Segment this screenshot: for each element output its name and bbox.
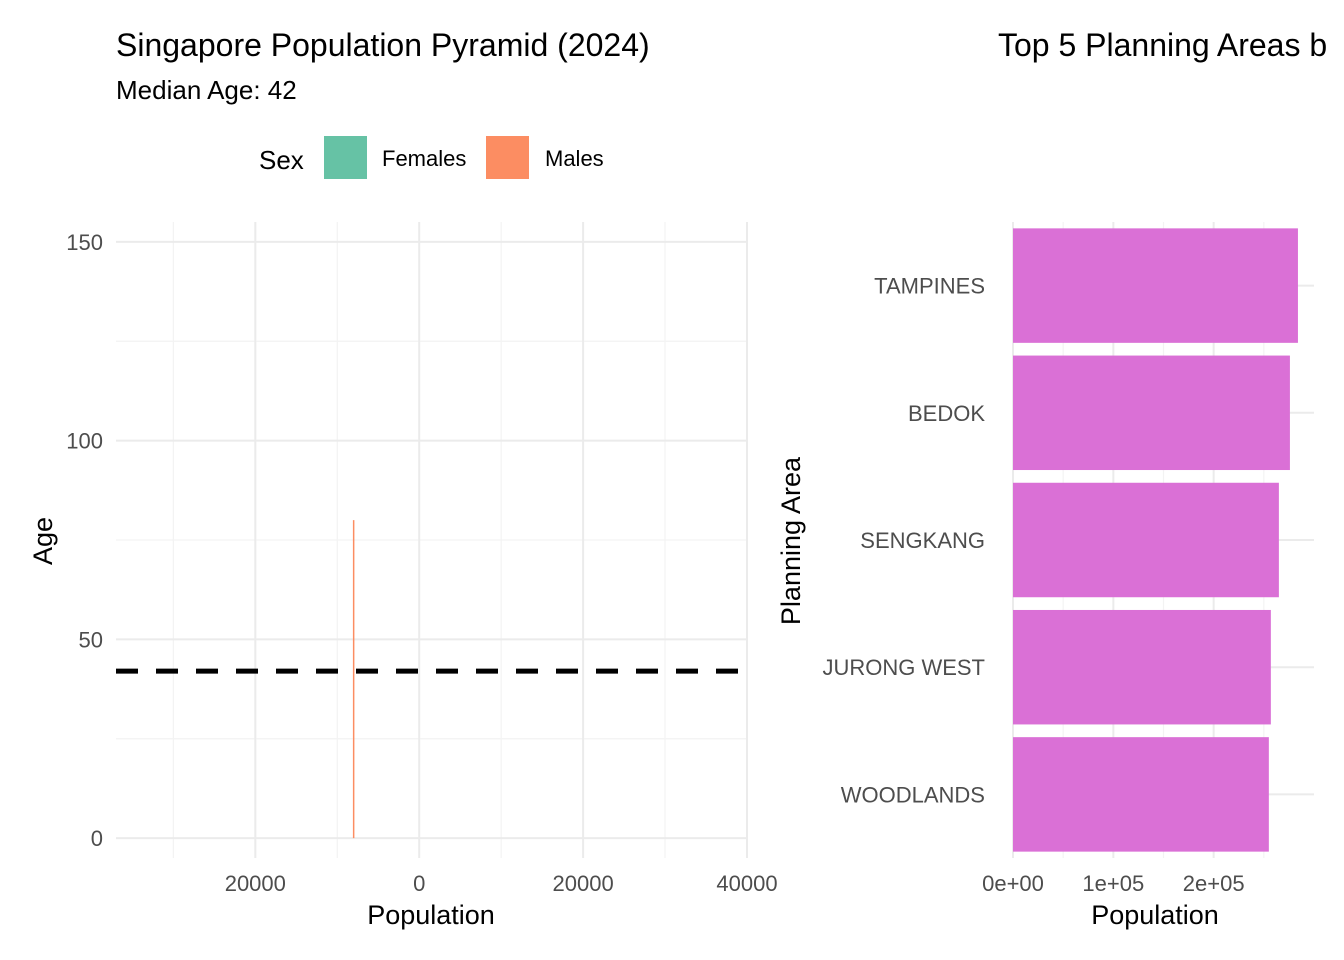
population-pyramid-panel: Singapore Population Pyramid (2024) Medi… — [28, 27, 778, 930]
category-tick-label: JURONG WEST — [822, 655, 985, 680]
pyramid-tick-labels: 20000 0 20000 40000 0 50 100 150 — [66, 230, 777, 896]
legend-title: Sex — [259, 145, 304, 175]
y-tick-label: 0 — [91, 826, 103, 851]
x-tick-label: 0e+00 — [982, 871, 1044, 896]
planning-bars — [1013, 228, 1298, 852]
y-tick-label: 100 — [66, 429, 103, 454]
category-tick-label: WOODLANDS — [841, 782, 985, 807]
planning-area-bar — [1013, 482, 1279, 598]
y-tick-label: 50 — [79, 627, 103, 652]
planning-y-axis-title: Planning Area — [776, 456, 806, 625]
x-tick-label: 20000 — [553, 871, 614, 896]
y-tick-label: 150 — [66, 230, 103, 255]
x-tick-label: 20000 — [225, 871, 286, 896]
category-tick-label: SENGKANG — [860, 528, 985, 553]
planning-title: Top 5 Planning Areas b — [998, 27, 1327, 63]
legend-label-males: Males — [545, 146, 604, 171]
pyramid-x-axis-title: Population — [367, 900, 495, 930]
pyramid-bars — [116, 520, 739, 839]
x-tick-label: 0 — [413, 871, 425, 896]
planning-tick-labels: TAMPINES BEDOK SENGKANG JURONG WEST WOODLAND… — [822, 274, 1244, 896]
category-tick-label: BEDOK — [908, 401, 985, 426]
pyramid-gridlines — [116, 222, 748, 858]
pyramid-title: Singapore Population Pyramid (2024) — [116, 27, 650, 63]
legend-label-females: Females — [382, 146, 466, 171]
legend-swatch-males — [486, 136, 529, 179]
planning-area-bar — [1013, 228, 1298, 343]
x-tick-label: 40000 — [716, 871, 777, 896]
x-tick-label: 2e+05 — [1183, 871, 1245, 896]
category-tick-label: TAMPINES — [874, 274, 985, 299]
planning-area-bar — [1013, 609, 1271, 725]
legend-swatch-females — [324, 136, 367, 179]
planning-x-axis-title: Population — [1091, 900, 1219, 930]
pyramid-subtitle: Median Age: 42 — [116, 75, 297, 105]
planning-areas-panel: Top 5 Planning Areas b TAMPINES BEDOK SENG… — [776, 27, 1327, 930]
pyramid-y-axis-title: Age — [28, 517, 58, 565]
x-tick-label: 1e+05 — [1082, 871, 1144, 896]
planning-area-bar — [1013, 737, 1269, 852]
sex-legend: Sex Females Males — [259, 136, 604, 179]
planning-area-bar — [1013, 355, 1290, 471]
